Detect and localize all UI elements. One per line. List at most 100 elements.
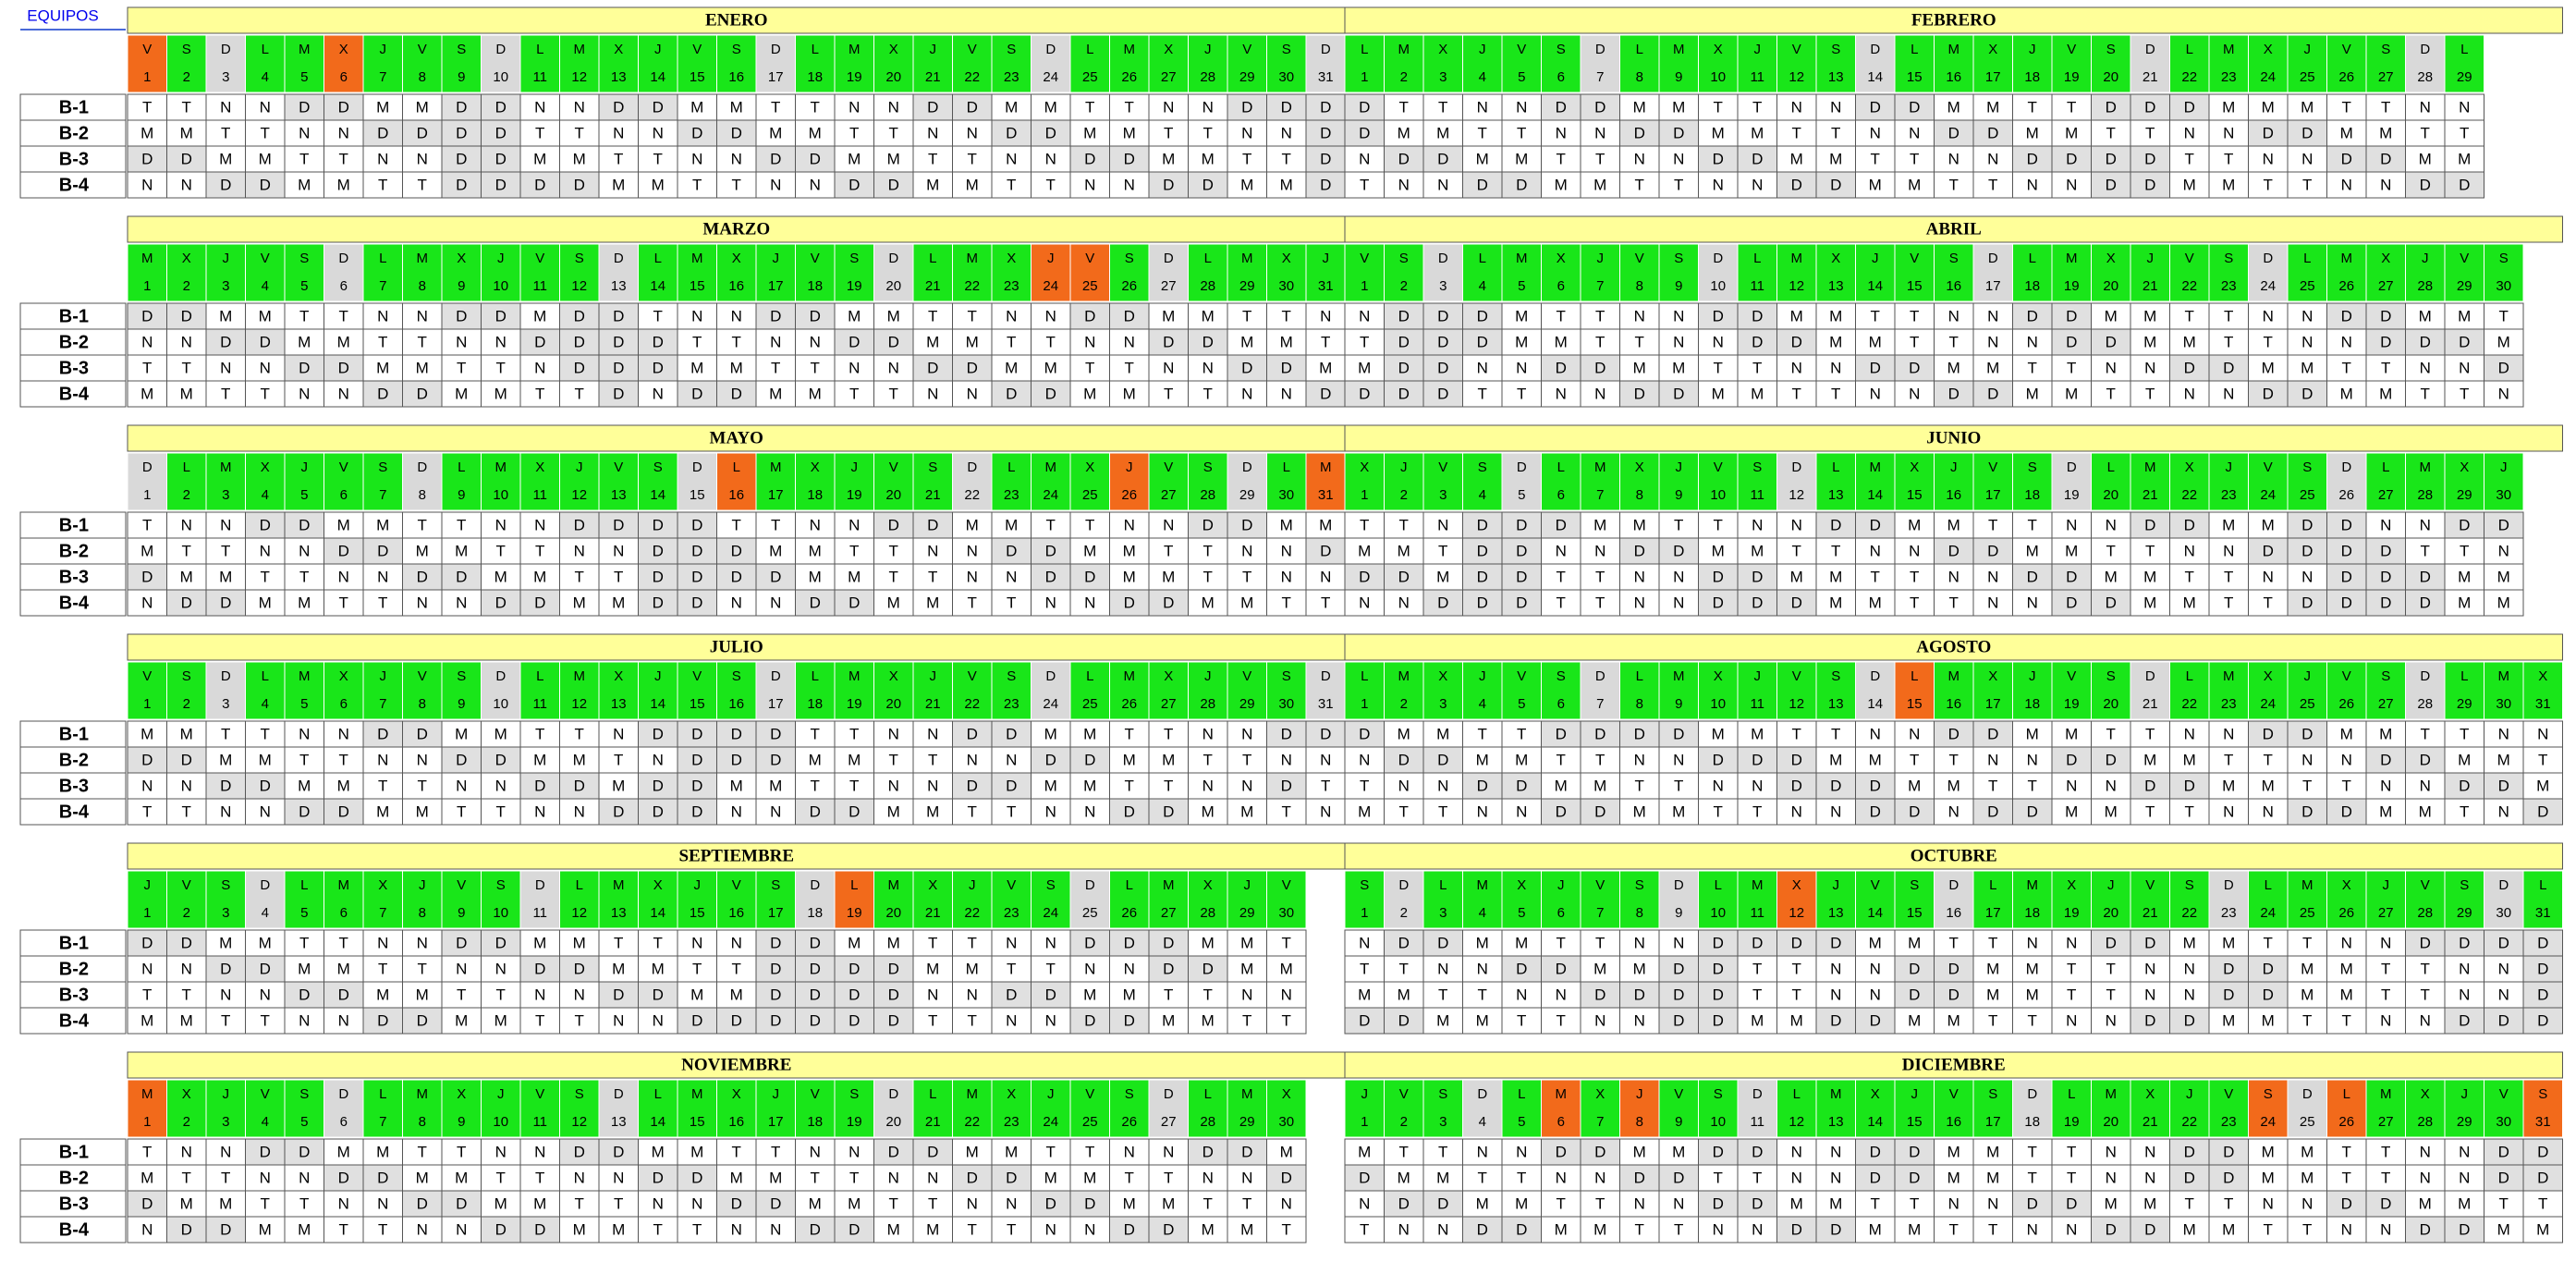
shift: T <box>2421 385 2430 402</box>
day-number: 12 <box>571 69 587 85</box>
shift: M <box>1790 1194 1803 1212</box>
shift: D <box>456 934 467 951</box>
shift: M <box>573 751 586 768</box>
day-number: 27 <box>2378 487 2394 503</box>
day-number: 19 <box>2064 696 2080 712</box>
day-number: 5 <box>300 278 308 294</box>
shift: T <box>771 98 780 116</box>
shift: M <box>1162 1011 1175 1029</box>
shift: D <box>2223 986 2234 1003</box>
shift: M <box>926 1220 939 1238</box>
shift: M <box>533 751 546 768</box>
shift: T <box>692 1220 702 1238</box>
shift: T <box>182 986 191 1003</box>
weekday: X <box>1007 1086 1016 1102</box>
shift-cell <box>638 380 678 408</box>
shift: D <box>1673 542 1684 559</box>
shift: D <box>1320 542 1331 559</box>
day-number: 15 <box>690 696 705 712</box>
shift: M <box>2301 960 2314 977</box>
shift: T <box>2185 568 2194 585</box>
shift: N <box>1870 542 1881 559</box>
weekday: L <box>1086 42 1093 57</box>
weekday: V <box>1714 459 1723 475</box>
day-number: 20 <box>885 905 901 921</box>
shift: T <box>2499 1194 2509 1212</box>
shift-cell <box>1501 380 1542 408</box>
shift-cell <box>2051 145 2092 173</box>
weekday: D <box>2498 877 2509 893</box>
weekday: X <box>614 42 623 57</box>
team-cell <box>19 171 127 199</box>
shift: T <box>771 516 780 533</box>
shift-cell <box>481 563 521 591</box>
shift: M <box>2105 1194 2118 1212</box>
shift: D <box>2341 542 2352 559</box>
day-number: 23 <box>1004 1114 1019 1130</box>
shift: D <box>2066 594 2077 611</box>
shift: M <box>1633 802 1646 820</box>
shift: D <box>653 516 664 533</box>
day-header-bg <box>2484 243 2524 302</box>
shift-cell <box>716 511 757 539</box>
day-header-bg <box>1422 34 1463 93</box>
shift: D <box>299 516 310 533</box>
month-title: FEBRERO <box>1911 10 1996 30</box>
shift: N <box>1398 1220 1410 1238</box>
weekday: X <box>457 1086 466 1102</box>
shift: M <box>573 594 586 611</box>
shift: T <box>2342 777 2351 794</box>
shift: T <box>182 359 191 376</box>
shift: T <box>2106 124 2116 141</box>
shift: T <box>1399 516 1409 533</box>
shift: T <box>1557 1011 1566 1029</box>
shift-cell <box>873 380 914 408</box>
day-number: 8 <box>419 905 426 921</box>
shift: M <box>1083 542 1096 559</box>
shift-cell <box>1698 380 1739 408</box>
day-number: 14 <box>650 1114 665 1130</box>
shift: M <box>887 594 900 611</box>
shift: M <box>455 1011 468 1029</box>
shift: N <box>1830 359 1841 376</box>
shift: D <box>848 986 860 1003</box>
shift: T <box>849 777 859 794</box>
shift: N <box>731 307 742 325</box>
shift: M <box>416 986 429 1003</box>
day-number: 10 <box>1710 696 1726 712</box>
shift: T <box>2421 124 2430 141</box>
shift: D <box>888 176 899 193</box>
weekday: M <box>1752 877 1764 893</box>
day-number: 21 <box>925 696 941 712</box>
weekday: V <box>1399 1086 1409 1102</box>
shift: M <box>298 1220 311 1238</box>
shift: M <box>1869 594 1882 611</box>
shift-cell <box>362 563 403 591</box>
shift: M <box>2419 1194 2432 1212</box>
day-number: 9 <box>1675 69 1682 85</box>
shift: N <box>377 751 388 768</box>
shift: D <box>613 307 624 325</box>
shift: N <box>1948 1194 1959 1212</box>
team-label: B-1 <box>59 97 89 117</box>
shift: N <box>1870 960 1881 977</box>
shift: M <box>1123 568 1136 585</box>
day-number: 23 <box>2221 69 2237 85</box>
shift: N <box>2301 307 2313 325</box>
weekday: M <box>417 1086 429 1102</box>
shift: N <box>2420 1011 2431 1029</box>
weekday: D <box>2302 1086 2313 1102</box>
shift: T <box>535 725 544 742</box>
shift-cell <box>1776 354 1817 382</box>
shift-cell <box>2405 171 2446 199</box>
shift-cell <box>2326 302 2367 330</box>
shift: M <box>2065 124 2078 141</box>
shift: N <box>1359 1194 1370 1212</box>
weekday: V <box>889 459 898 475</box>
day-header-bg <box>2051 34 2092 93</box>
shift-cell <box>2444 354 2484 382</box>
shift: D <box>299 359 310 376</box>
shift: D <box>731 385 742 402</box>
weekday: L <box>733 459 740 475</box>
shift: T <box>182 802 191 820</box>
